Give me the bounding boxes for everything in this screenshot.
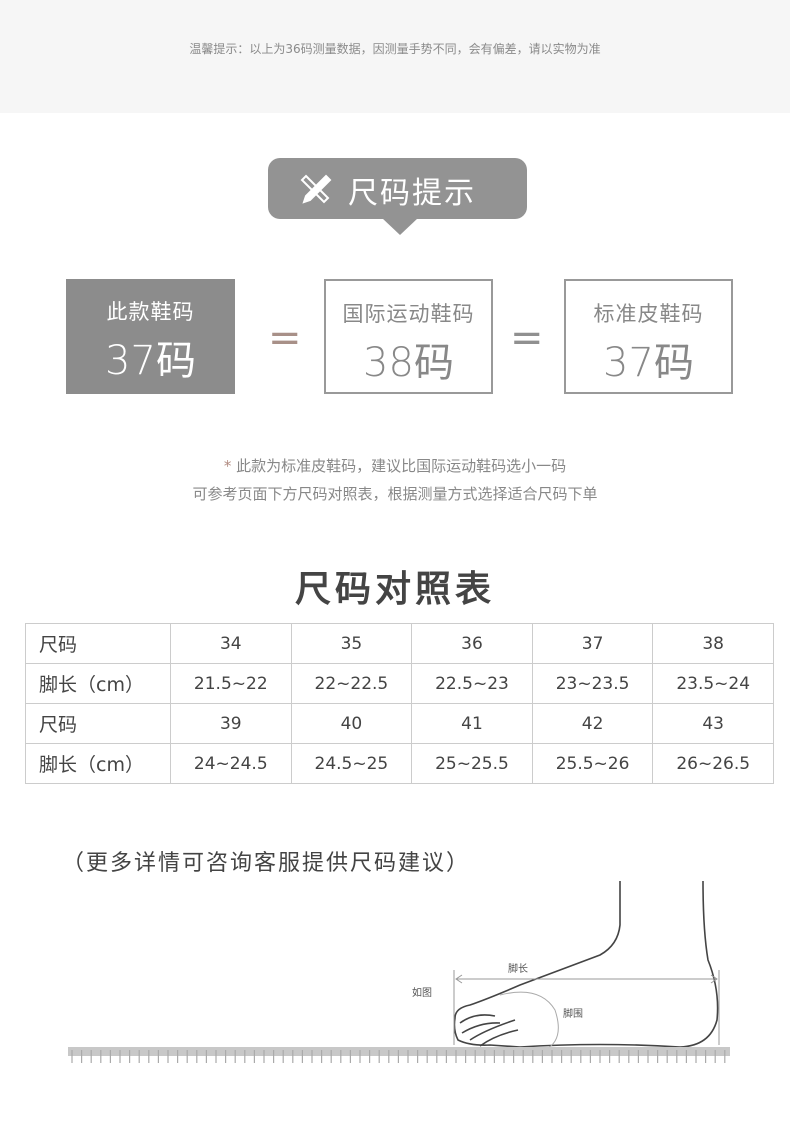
table-cell: 38 bbox=[652, 623, 774, 664]
row-header: 脚长（cm） bbox=[25, 663, 171, 704]
badge-pointer bbox=[382, 218, 418, 235]
box-label: 国际运动鞋码 bbox=[342, 302, 475, 326]
equals-sign: = bbox=[268, 315, 302, 361]
table-cell: 24~24.5 bbox=[170, 743, 292, 784]
table-cell: 40 bbox=[290, 703, 413, 744]
box-value: 37码 bbox=[105, 338, 196, 384]
length-dimension-line bbox=[453, 970, 720, 1045]
table-cell: 23~23.5 bbox=[531, 663, 654, 704]
table-row: 尺码 34 35 36 37 38 bbox=[25, 623, 774, 664]
table-row: 脚长（cm） 24~24.5 24.5~25 25~25.5 25.5~26 26~26.… bbox=[25, 743, 774, 784]
box-label: 标准皮鞋码 bbox=[593, 302, 704, 326]
this-model-size-box: 此款鞋码 37码 bbox=[66, 279, 235, 394]
table-cell: 35 bbox=[290, 623, 413, 664]
standard-leather-size-box: 标准皮鞋码 37码 bbox=[564, 279, 733, 394]
foot-outline bbox=[453, 880, 719, 1048]
box-label: 此款鞋码 bbox=[106, 300, 195, 324]
table-cell: 24.5~25 bbox=[290, 743, 413, 784]
box-value: 38码 bbox=[363, 340, 454, 386]
asterisk: * bbox=[223, 457, 232, 475]
equals-sign: = bbox=[510, 315, 544, 361]
ruler-ticks bbox=[71, 1050, 726, 1063]
table-cell: 41 bbox=[411, 703, 533, 744]
ruler-pencil-icon bbox=[300, 174, 332, 204]
girth-curve bbox=[499, 991, 559, 1051]
table-cell: 39 bbox=[170, 703, 292, 744]
table-cell: 22~22.5 bbox=[290, 663, 413, 704]
notice-text: 温馨提示：以上为36码测量数据，因测量手势不同，会有偏差，请以实物为准 bbox=[189, 42, 601, 56]
table-row: 脚长（cm） 21.5~22 22~22.5 22.5~23 23~23.5 23.5~2… bbox=[25, 663, 774, 704]
size-chart-table: 尺码 34 35 36 37 38 脚长（cm） 21.5~22 22~22.5 22.5~23 2… bbox=[25, 623, 774, 784]
row-header: 脚长（cm） bbox=[25, 743, 171, 784]
table-cell: 34 bbox=[170, 623, 292, 664]
size-chart-title: 尺码对照表 bbox=[294, 569, 495, 610]
table-cell: 26~26.5 bbox=[652, 743, 774, 784]
notice-banner: 温馨提示：以上为36码测量数据，因测量手势不同，会有偏差，请以实物为准 bbox=[0, 0, 790, 113]
intl-sport-size-box: 国际运动鞋码 38码 bbox=[324, 279, 493, 394]
foot-length-label: 脚长 bbox=[508, 962, 528, 975]
note-line-1: * 此款为标准皮鞋码，建议比国际运动鞋码选小一码 bbox=[0, 452, 790, 480]
note-line-2: 可参考页面下方尺码对照表，根据测量方式选择适合尺码下单 bbox=[192, 485, 598, 503]
table-cell: 42 bbox=[531, 703, 654, 744]
table-cell: 22.5~23 bbox=[411, 663, 533, 704]
foot-measurement-diagram: 脚长 如图 脚围 bbox=[68, 880, 730, 1063]
badge-title: 尺码提示 bbox=[348, 176, 476, 211]
table-cell: 37 bbox=[531, 623, 654, 664]
row-header: 尺码 bbox=[25, 703, 171, 744]
row-header: 尺码 bbox=[25, 623, 171, 664]
note-line-1-text: 此款为标准皮鞋码，建议比国际运动鞋码选小一码 bbox=[236, 457, 567, 475]
table-cell: 21.5~22 bbox=[170, 663, 292, 704]
table-row: 尺码 39 40 41 42 43 bbox=[25, 703, 774, 744]
foot-girth-label: 脚围 bbox=[563, 1007, 583, 1020]
box-value: 37码 bbox=[603, 340, 694, 386]
table-cell: 25.5~26 bbox=[531, 743, 654, 784]
table-cell: 43 bbox=[652, 703, 774, 744]
more-info-text: （更多详情可咨询客服提供尺码建议） bbox=[62, 851, 471, 876]
as-shown-label: 如图 bbox=[412, 986, 432, 999]
table-cell: 36 bbox=[411, 623, 533, 664]
table-cell: 25~25.5 bbox=[411, 743, 533, 784]
size-note: * 此款为标准皮鞋码，建议比国际运动鞋码选小一码 可参考页面下方尺码对照表，根据… bbox=[0, 452, 790, 508]
table-cell: 23.5~24 bbox=[652, 663, 774, 704]
